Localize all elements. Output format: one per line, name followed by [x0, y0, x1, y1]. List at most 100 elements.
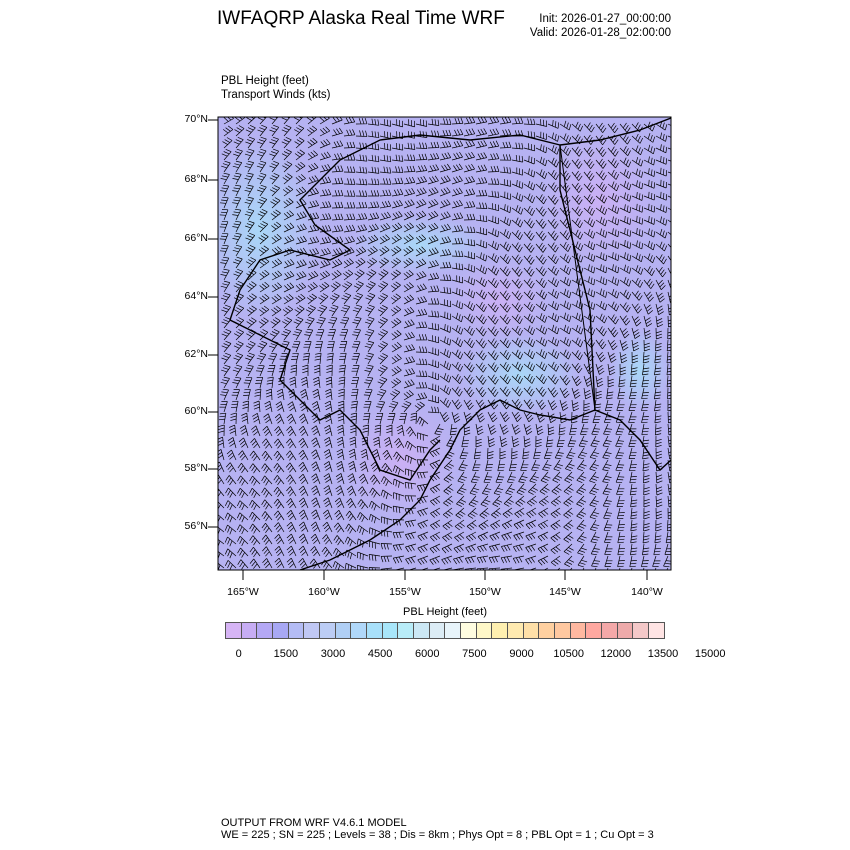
wind-barb [232, 376, 242, 389]
wind-barb [237, 475, 249, 486]
wind-barb [451, 275, 463, 284]
wind-barb [259, 269, 270, 281]
wind-barb [547, 170, 559, 181]
wind-barb [405, 543, 417, 553]
wind-barb [439, 236, 452, 245]
wind-barb [316, 316, 326, 329]
lat-label: 64°N [184, 290, 208, 302]
wind-barb [285, 450, 297, 461]
wind-barb [487, 314, 499, 325]
wind-barb [367, 130, 380, 139]
wind-barb [403, 176, 416, 185]
wind-barb [233, 148, 243, 161]
wind-barb [642, 351, 650, 364]
wind-barb [571, 182, 583, 193]
wind-barb [487, 140, 500, 149]
wind-barb [298, 533, 309, 545]
wind-barb [590, 531, 600, 544]
wind-barb [439, 336, 452, 346]
wind-barb [535, 289, 548, 300]
wind-barb [576, 507, 587, 520]
wind-barb [466, 519, 477, 531]
wind-barb [559, 312, 572, 322]
wind-barb [415, 234, 427, 245]
wind-barb [535, 399, 546, 410]
wind-barb [415, 296, 428, 305]
wind-barb [550, 543, 561, 555]
wind-barb [261, 522, 273, 534]
wind-barb [515, 495, 526, 507]
wind-barb [338, 388, 345, 401]
wind-barb [583, 399, 590, 412]
wind-barb [232, 184, 242, 197]
wind-barb [218, 412, 227, 425]
wind-barb [378, 281, 389, 293]
wind-barb [512, 555, 525, 564]
wind-barb [577, 555, 588, 568]
wind-barb [234, 305, 245, 317]
wind-barb [338, 352, 347, 365]
wind-barb [619, 192, 632, 202]
wind-barb [511, 423, 521, 435]
wind-barb [463, 399, 474, 410]
wind-barb [282, 161, 293, 173]
wind-barb [331, 165, 344, 173]
wind-barb [583, 288, 596, 298]
wind-barb [295, 247, 307, 257]
wind-barb [249, 511, 261, 522]
wind-barb [475, 140, 488, 149]
wind-barb [331, 236, 344, 245]
wind-barb [607, 351, 617, 363]
wind-barb [619, 240, 632, 249]
wind-barb [221, 328, 232, 341]
wind-barb [571, 241, 584, 251]
wind-barb [499, 191, 511, 200]
wind-barb [559, 194, 571, 205]
wind-barb [451, 349, 464, 360]
wind-barb [298, 545, 309, 557]
wind-barb [583, 252, 596, 262]
wind-barb [559, 288, 572, 299]
wind-barb [559, 230, 571, 241]
wind-barb [475, 277, 488, 287]
wind-barb [336, 460, 345, 473]
wind-barb [595, 313, 608, 324]
wind-barb [619, 180, 632, 191]
wind-barb [631, 339, 640, 352]
wind-barb [589, 483, 599, 496]
wind-barb [245, 352, 255, 365]
wind-barb [501, 531, 513, 541]
wind-barb [261, 511, 273, 522]
wind-barb [223, 117, 234, 125]
wind-barb [499, 278, 511, 289]
wind-barb [271, 282, 282, 293]
wind-barb [463, 276, 476, 286]
wind-barb [546, 435, 554, 448]
wind-barb [322, 534, 333, 545]
wind-barb [607, 204, 620, 214]
wind-barb [256, 172, 267, 185]
wind-barb [550, 531, 561, 543]
wind-barb [347, 473, 357, 485]
wind-barb [319, 247, 331, 257]
wind-barb [295, 186, 307, 197]
wind-barb [291, 340, 301, 353]
wind-barb [583, 264, 596, 274]
wind-barb [667, 291, 671, 304]
wind-barb [315, 329, 325, 341]
wind-barb [619, 277, 632, 287]
wind-barb [290, 364, 298, 377]
wind-barb [595, 216, 608, 227]
wind-barb [571, 276, 584, 286]
wind-barb [655, 483, 663, 496]
wind-barb [307, 162, 319, 173]
wind-barb [415, 187, 427, 197]
wind-barb [463, 301, 476, 311]
wind-barb [359, 461, 369, 473]
wind-barb [511, 179, 524, 189]
wind-barb [619, 302, 631, 313]
wind-barb [307, 175, 319, 185]
wind-barb [629, 387, 637, 400]
wind-barb [351, 340, 361, 353]
wind-barb [551, 483, 562, 495]
